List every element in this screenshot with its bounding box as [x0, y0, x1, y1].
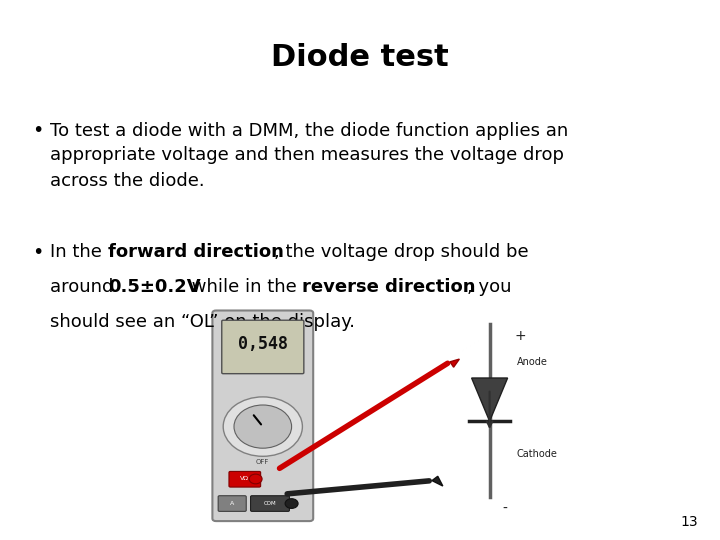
Circle shape — [249, 474, 262, 484]
FancyBboxPatch shape — [218, 496, 246, 511]
Text: forward direction: forward direction — [108, 243, 284, 261]
Text: •: • — [32, 122, 44, 140]
Text: A: A — [230, 501, 234, 506]
Text: while in the: while in the — [186, 278, 302, 296]
Text: should see an “OL” on the display.: should see an “OL” on the display. — [50, 313, 356, 331]
Text: 13: 13 — [681, 515, 698, 529]
Text: , the voltage drop should be: , the voltage drop should be — [274, 243, 528, 261]
Text: , you: , you — [467, 278, 512, 296]
Text: around: around — [50, 278, 120, 296]
Text: 0.5±0.2V: 0.5±0.2V — [108, 278, 201, 296]
Circle shape — [234, 405, 292, 448]
Text: To test a diode with a DMM, the diode function applies an
appropriate voltage an: To test a diode with a DMM, the diode fu… — [50, 122, 569, 190]
Text: +: + — [515, 329, 526, 343]
Text: reverse direction: reverse direction — [302, 278, 475, 296]
FancyBboxPatch shape — [251, 496, 289, 511]
Circle shape — [223, 397, 302, 456]
Polygon shape — [432, 476, 443, 486]
Text: VΩ: VΩ — [240, 476, 249, 482]
Text: OFF: OFF — [256, 459, 269, 465]
FancyBboxPatch shape — [222, 320, 304, 374]
Text: In the: In the — [50, 243, 108, 261]
Polygon shape — [450, 359, 459, 367]
Polygon shape — [472, 378, 508, 421]
Text: Cathode: Cathode — [517, 449, 558, 458]
Text: Diode test: Diode test — [271, 43, 449, 72]
FancyBboxPatch shape — [229, 471, 261, 487]
Circle shape — [285, 499, 298, 509]
FancyBboxPatch shape — [212, 310, 313, 521]
Text: -: - — [503, 502, 508, 516]
Text: Anode: Anode — [517, 357, 548, 367]
Text: 0,548: 0,548 — [238, 335, 288, 353]
Text: COM: COM — [264, 501, 276, 506]
Text: •: • — [32, 243, 44, 262]
